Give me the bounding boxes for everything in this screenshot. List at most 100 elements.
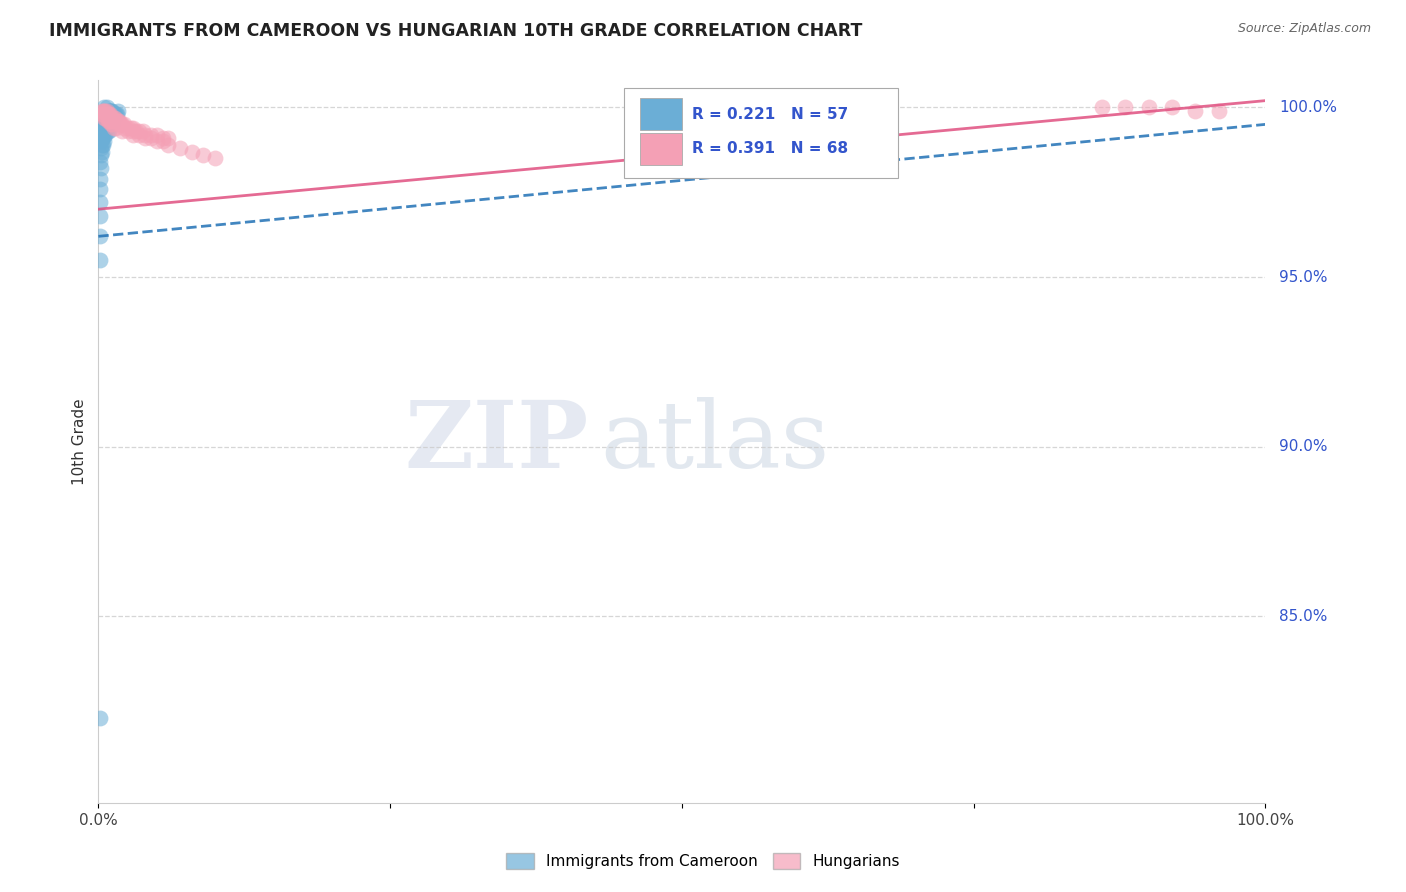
Point	[97, 124, 120, 138]
Point	[100, 103, 122, 118]
Point	[93, 103, 115, 118]
Point	[93, 111, 115, 125]
Point	[101, 111, 124, 125]
Text: 90.0%: 90.0%	[1279, 439, 1327, 454]
Point	[112, 117, 135, 131]
Point	[204, 151, 226, 165]
Point	[98, 103, 121, 118]
Point	[89, 154, 111, 169]
Point	[180, 145, 202, 159]
Point	[90, 131, 112, 145]
Point	[96, 100, 118, 114]
FancyBboxPatch shape	[640, 98, 682, 130]
Point	[1161, 100, 1184, 114]
Point	[108, 117, 131, 131]
Point	[89, 182, 111, 196]
Point	[105, 107, 128, 121]
Point	[1184, 103, 1206, 118]
Point	[101, 117, 124, 131]
Point	[110, 117, 132, 131]
Point	[146, 134, 169, 148]
Point	[112, 120, 135, 135]
Text: 85.0%: 85.0%	[1279, 608, 1327, 624]
Point	[89, 209, 111, 223]
Text: R = 0.391   N = 68: R = 0.391 N = 68	[692, 142, 849, 156]
Point	[132, 124, 155, 138]
Point	[90, 161, 112, 176]
Point	[97, 114, 120, 128]
Point	[104, 114, 127, 128]
Point	[122, 124, 145, 138]
Point	[101, 117, 124, 131]
Point	[193, 148, 215, 162]
Point	[1114, 100, 1136, 114]
Y-axis label: 10th Grade: 10th Grade	[72, 398, 87, 485]
Point	[96, 114, 118, 128]
Point	[1137, 100, 1160, 114]
Point	[98, 114, 121, 128]
Point	[101, 103, 124, 118]
Point	[89, 711, 111, 725]
Point	[104, 107, 127, 121]
Point	[111, 124, 134, 138]
Point	[100, 103, 122, 118]
Point	[93, 120, 115, 135]
Point	[91, 103, 114, 118]
Point	[1091, 100, 1114, 114]
Point	[103, 107, 125, 121]
Point	[1208, 103, 1230, 118]
Point	[104, 111, 127, 125]
Point	[107, 114, 129, 128]
Point	[117, 120, 139, 135]
Point	[108, 114, 131, 128]
Point	[93, 111, 115, 125]
Point	[90, 141, 112, 155]
Text: R = 0.221   N = 57: R = 0.221 N = 57	[692, 107, 849, 121]
Point	[90, 148, 112, 162]
Point	[139, 128, 162, 142]
Point	[93, 120, 115, 135]
Point	[98, 114, 121, 128]
Point	[157, 137, 180, 152]
Point	[91, 131, 114, 145]
Point	[98, 107, 121, 121]
Point	[90, 137, 112, 152]
Point	[104, 120, 127, 135]
Text: 95.0%: 95.0%	[1279, 269, 1327, 285]
Point	[94, 111, 117, 125]
Point	[91, 107, 114, 121]
Point	[94, 111, 117, 125]
Point	[93, 128, 115, 142]
Point	[91, 124, 114, 138]
Point	[152, 131, 174, 145]
Point	[117, 124, 139, 138]
Point	[90, 124, 112, 138]
Point	[96, 114, 118, 128]
Point	[97, 107, 120, 121]
Point	[91, 137, 114, 152]
Point	[93, 134, 115, 148]
Point	[96, 111, 118, 125]
Point	[146, 128, 169, 142]
Point	[157, 131, 180, 145]
Point	[101, 114, 124, 128]
Point	[97, 124, 120, 138]
Point	[97, 103, 120, 118]
Point	[91, 117, 114, 131]
Point	[89, 195, 111, 210]
Text: 100.0%: 100.0%	[1279, 100, 1337, 115]
FancyBboxPatch shape	[640, 133, 682, 165]
Point	[134, 131, 156, 145]
Point	[93, 100, 115, 114]
Point	[94, 111, 117, 125]
Point	[120, 120, 142, 135]
Point	[97, 114, 120, 128]
Point	[96, 120, 118, 135]
Point	[89, 229, 111, 244]
Point	[122, 128, 145, 142]
Point	[125, 124, 148, 138]
Point	[97, 114, 120, 128]
Point	[97, 114, 120, 128]
Point	[98, 114, 121, 128]
Point	[111, 117, 134, 131]
